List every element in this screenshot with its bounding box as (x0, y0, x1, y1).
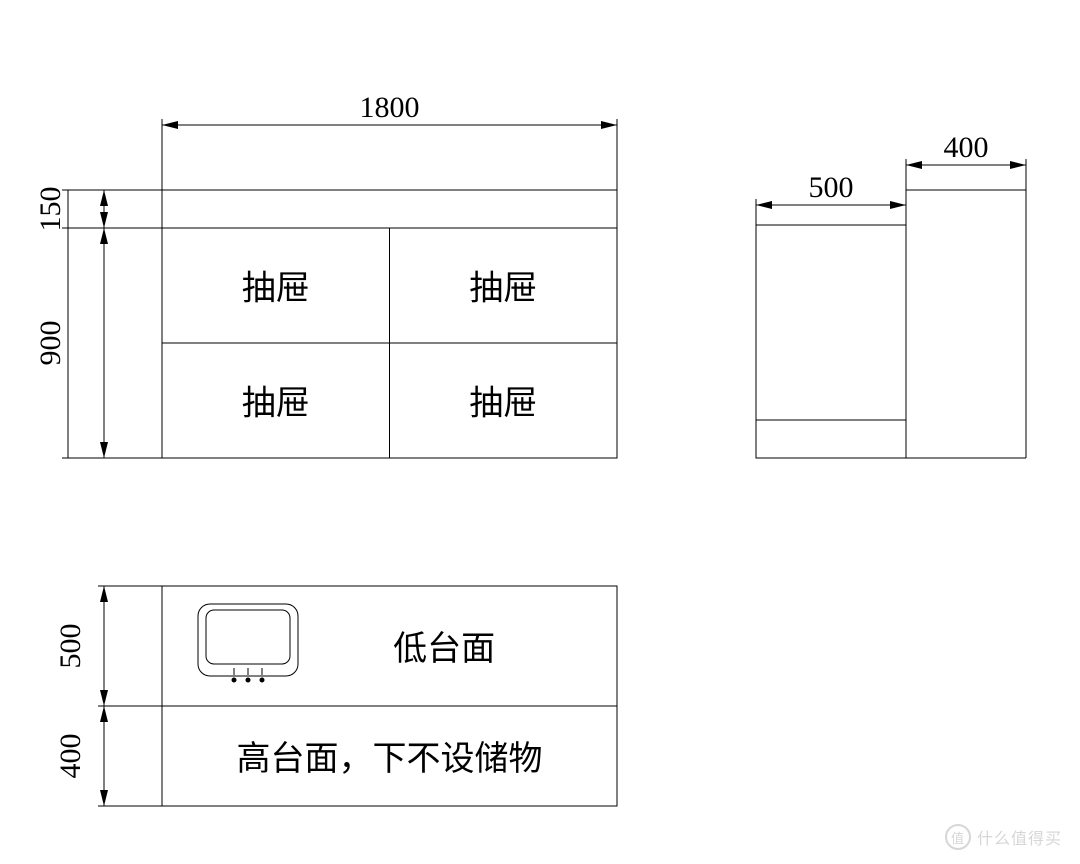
dim-front-width: 1800 (360, 91, 420, 124)
plan-faucet-dot (260, 678, 265, 683)
drawer-label: 抽屉 (242, 384, 310, 422)
dimension-arrow (890, 201, 906, 209)
dimension-arrow (162, 121, 178, 129)
drawer-label: 抽屉 (469, 384, 537, 422)
plan-faucet-dot (232, 678, 237, 683)
side-lower-block (756, 225, 906, 458)
plan-sink-inner (206, 610, 290, 664)
plan-high-label: 高台面，下不设储物 (237, 740, 543, 778)
plan-low-label: 低台面 (393, 630, 495, 668)
dimension-arrow (100, 690, 108, 706)
drawer-label: 抽屉 (469, 269, 537, 307)
dim-front-drawers: 900 (34, 321, 67, 366)
drawer-label: 抽屉 (242, 269, 310, 307)
dim-plan-500: 500 (54, 624, 87, 669)
dimension-arrow (100, 790, 108, 806)
dim-side-500: 500 (809, 171, 854, 204)
dimension-arrow (100, 190, 108, 206)
dim-plan-400: 400 (54, 734, 87, 779)
watermark-text: 什么值得买 (977, 825, 1062, 849)
dim-side-400: 400 (944, 131, 989, 164)
watermark-badge: 值 (945, 824, 971, 850)
dimension-arrow (601, 121, 617, 129)
dimension-arrow (100, 706, 108, 722)
dimension-arrow (756, 201, 772, 209)
dimension-arrow (100, 442, 108, 458)
dimension-arrow (906, 161, 922, 169)
plan-sink (198, 604, 298, 676)
dimension-arrow (100, 212, 108, 228)
dimension-arrow (100, 586, 108, 602)
watermark: 值 什么值得买 (945, 824, 1062, 850)
dimension-arrow (1010, 161, 1026, 169)
plan-faucet-dot (246, 678, 251, 683)
dim-front-topband: 150 (34, 187, 67, 232)
dimension-arrow (100, 228, 108, 244)
